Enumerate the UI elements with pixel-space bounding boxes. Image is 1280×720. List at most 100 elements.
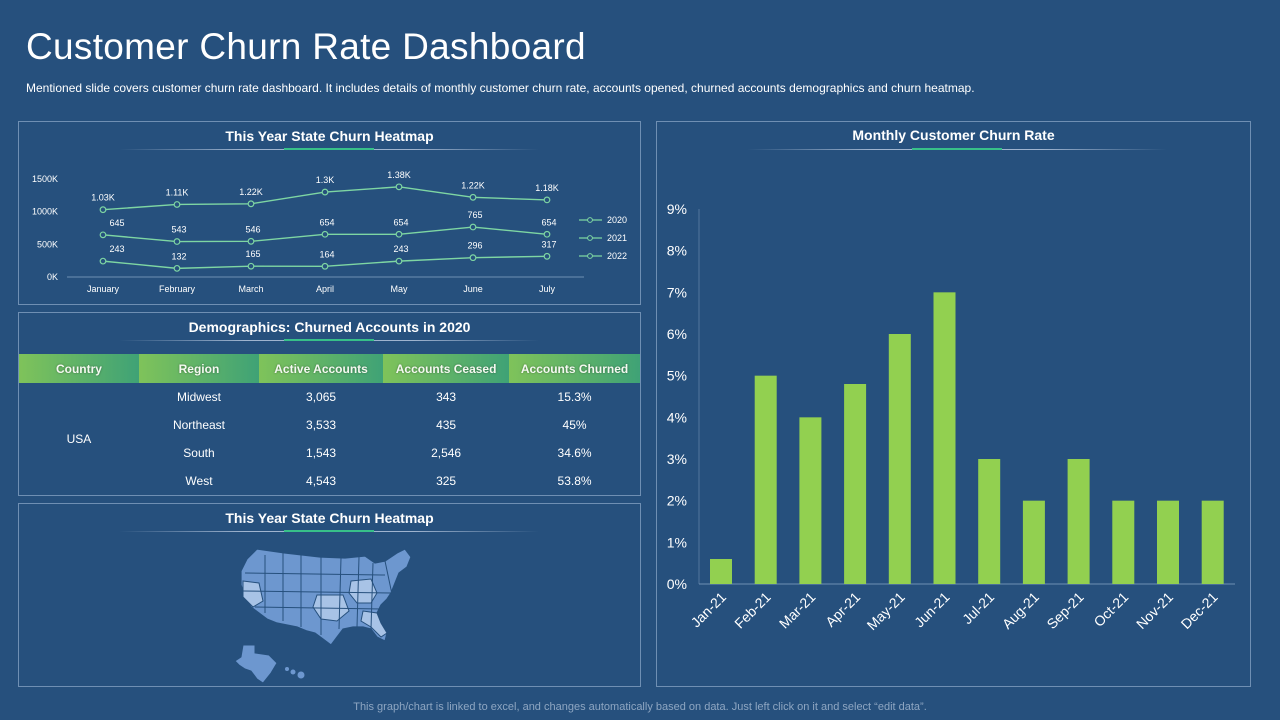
bar-Mar-21 bbox=[799, 417, 822, 584]
table-cell: Midwest bbox=[176, 390, 221, 404]
line-point bbox=[321, 188, 329, 196]
line-point bbox=[469, 193, 477, 201]
line-point bbox=[395, 183, 403, 191]
heatmap-title: This Year State Churn Heatmap bbox=[225, 510, 434, 526]
bar-Sep-21 bbox=[1067, 459, 1090, 584]
line-data-label: 546 bbox=[245, 224, 260, 234]
line-point bbox=[469, 254, 477, 262]
bar-chart-y-tick: 5% bbox=[667, 368, 687, 384]
table-cell: South bbox=[183, 446, 215, 460]
line-point bbox=[99, 206, 107, 214]
line-data-label: 164 bbox=[319, 249, 334, 259]
demographics-title: Demographics: Churned Accounts in 2020 bbox=[188, 319, 471, 335]
usa-hawaii-dot bbox=[297, 671, 305, 679]
bar-Jul-21 bbox=[978, 459, 1001, 584]
bar-chart-y-tick: 8% bbox=[667, 243, 687, 259]
line-data-label: 654 bbox=[393, 217, 408, 227]
line-point bbox=[543, 252, 551, 260]
line-chart[interactable]: 0K 500K 1000K 1500K January February March Apri… bbox=[19, 122, 640, 304]
demographics-divider bbox=[119, 339, 539, 341]
page-subtitle: Mentioned slide covers customer churn ra… bbox=[26, 81, 975, 95]
bar-chart-x-tick: Sep-21 bbox=[1043, 589, 1086, 632]
demographics-panel: Demographics: Churned Accounts in 2020 C… bbox=[18, 312, 641, 496]
bar-chart-x-tick: Jul-21 bbox=[959, 589, 997, 627]
line-chart-panel[interactable]: This Year State Churn Heatmap 0K 500K 1000… bbox=[18, 121, 641, 305]
bar-chart-panel[interactable]: Monthly Customer Churn Rate 0% 1% 2% 3% 4% 5%… bbox=[656, 121, 1251, 687]
line-chart-x-tick: February bbox=[159, 284, 196, 294]
line-chart-x-tick: April bbox=[316, 284, 334, 294]
table-cell: 4,543 bbox=[306, 474, 337, 488]
line-data-label: 132 bbox=[171, 251, 186, 261]
bar-May-21 bbox=[888, 334, 911, 584]
line-point bbox=[543, 230, 551, 238]
legend-label: 2021 bbox=[607, 233, 627, 243]
bar-Feb-21 bbox=[754, 375, 777, 584]
line-chart-x-tick: June bbox=[463, 284, 483, 294]
page-title: Customer Churn Rate Dashboard bbox=[26, 26, 586, 67]
line-point bbox=[543, 196, 551, 204]
table-row: South 1,543 2,546 34.6% bbox=[19, 439, 640, 467]
table-cell: West bbox=[185, 474, 213, 488]
table-cell: 435 bbox=[436, 418, 457, 432]
line-chart-y-tick: 1000K bbox=[32, 207, 58, 217]
line-point bbox=[395, 257, 403, 265]
usa-texas-shape bbox=[234, 644, 278, 684]
bar-chart-y-tick: 3% bbox=[667, 451, 687, 467]
bar-Jun-21 bbox=[933, 292, 956, 584]
bar-chart-x-tick: Mar-21 bbox=[776, 589, 819, 632]
line-data-label: 654 bbox=[319, 217, 334, 227]
usa-hawaii-dot bbox=[290, 669, 296, 675]
bar-Dec-21 bbox=[1201, 500, 1224, 584]
line-chart-y-tick: 500K bbox=[37, 239, 58, 249]
line-point bbox=[247, 262, 255, 270]
table-row: Northeast 3,533 435 45% bbox=[19, 411, 640, 439]
bar-chart-x-tick: Jan-21 bbox=[688, 589, 730, 631]
table-header-churned: Accounts Churned bbox=[509, 354, 640, 383]
line-data-label: 1.22K bbox=[461, 180, 485, 190]
bar-chart-y-tick: 1% bbox=[667, 534, 687, 550]
line-data-label: 243 bbox=[393, 244, 408, 254]
bar-chart[interactable]: 0% 1% 2% 3% 4% 5% 6% 7% 8% 9% Jan-21 Feb-21 Mar-21 Ap… bbox=[657, 122, 1250, 686]
table-cell: 15.3% bbox=[557, 390, 592, 404]
line-chart-divider bbox=[119, 148, 539, 150]
table-row: West 4,543 325 53.8% bbox=[19, 467, 640, 495]
line-data-label: 1.3K bbox=[316, 175, 335, 185]
line-point bbox=[173, 264, 181, 272]
table-cell: 325 bbox=[436, 474, 457, 488]
line-data-label: 1.18K bbox=[535, 183, 559, 193]
demographics-table: Country Region Active Accounts Accounts … bbox=[19, 354, 640, 495]
line-data-label: 654 bbox=[541, 217, 556, 227]
usa-map-icon[interactable] bbox=[225, 541, 425, 686]
bar-chart-x-tick: Oct-21 bbox=[1090, 589, 1131, 630]
bar-chart-x-tick: Dec-21 bbox=[1178, 589, 1221, 632]
line-data-label: 543 bbox=[171, 225, 186, 235]
line-data-label: 317 bbox=[541, 239, 556, 249]
line-point bbox=[469, 223, 477, 231]
table-header-ceased: Accounts Ceased bbox=[383, 354, 510, 383]
table-cell: 1,543 bbox=[306, 446, 337, 460]
line-chart-x-tick: May bbox=[390, 284, 408, 294]
line-data-label: 645 bbox=[109, 218, 124, 228]
bar-chart-y-tick: 7% bbox=[667, 284, 687, 300]
bar-chart-x-tick: Apr-21 bbox=[822, 589, 863, 630]
line-data-label: 765 bbox=[467, 210, 482, 220]
line-point bbox=[247, 237, 255, 245]
table-cell: 34.6% bbox=[557, 446, 592, 460]
table-cell-country: USA bbox=[66, 432, 92, 446]
bar-Oct-21 bbox=[1112, 500, 1135, 584]
line-point bbox=[173, 238, 181, 245]
footer-note: This graph/chart is linked to excel, and… bbox=[353, 701, 927, 713]
line-data-label: 165 bbox=[245, 249, 260, 259]
table-cell: 343 bbox=[436, 390, 457, 404]
bar-chart-y-tick: 4% bbox=[667, 409, 687, 425]
line-chart-x-tick: March bbox=[238, 284, 263, 294]
line-point bbox=[321, 230, 329, 238]
bar-chart-y-tick: 0% bbox=[667, 576, 687, 592]
bar-Apr-21 bbox=[844, 384, 867, 584]
table-header-region: Region bbox=[138, 354, 260, 383]
table-cell: 2,546 bbox=[431, 446, 462, 460]
bar-chart-x-tick: May-21 bbox=[864, 589, 908, 633]
usa-hawaii-dot bbox=[285, 667, 289, 671]
table-row: USA Midwest 3,065 343 15.3% bbox=[19, 383, 640, 446]
legend-label: 2020 bbox=[607, 215, 627, 225]
